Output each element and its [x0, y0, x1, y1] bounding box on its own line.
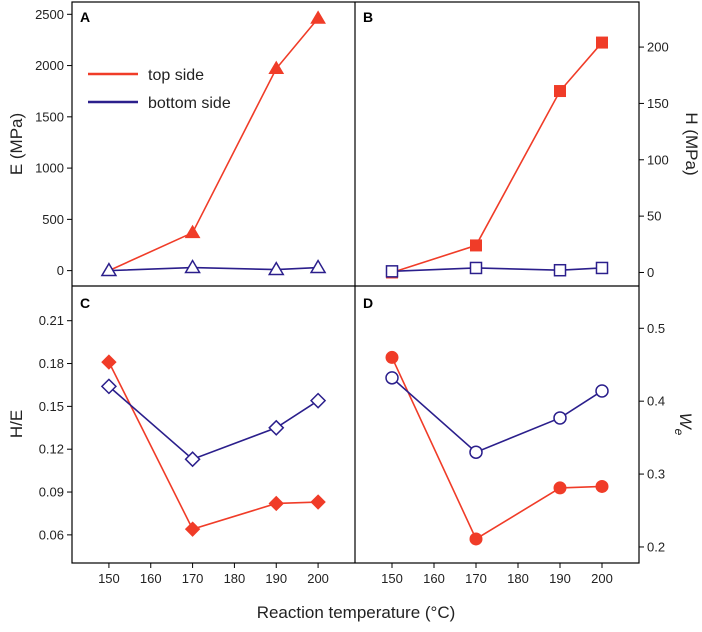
ytick-label-a: 1000	[35, 161, 64, 176]
ytick-label-a: 2500	[35, 7, 64, 22]
marker-bottom-side-b	[385, 265, 399, 278]
series-line-top-side-b	[391, 42, 603, 274]
marker-bottom-side-c	[100, 378, 117, 395]
xtick-label-c: 200	[307, 571, 329, 586]
ytick-label-b: 50	[647, 209, 661, 224]
marker-bottom-side-d	[469, 445, 483, 459]
panel-letter-a: A	[80, 9, 90, 25]
svg-text:We: We	[672, 413, 695, 436]
ylabel-panel-c: H/E	[7, 410, 26, 438]
legend-label-bottom: bottom side	[148, 95, 231, 112]
ytick-label-d: 0.5	[647, 321, 665, 336]
marker-top-side-a	[184, 224, 201, 239]
panel-letter-d: D	[363, 295, 373, 311]
marker-bottom-side-c	[268, 419, 285, 436]
xtick-label-d: 170	[465, 571, 487, 586]
marker-top-side-d	[595, 479, 609, 493]
series-line-bottom-side-d	[391, 377, 603, 454]
marker-top-side-b	[596, 36, 608, 49]
marker-top-side-d	[385, 350, 399, 364]
marker-top-side-c	[310, 494, 326, 510]
ytick-label-a: 1500	[35, 109, 64, 124]
series-line-top-side-c	[108, 361, 319, 531]
ytick-label-c: 0.06	[39, 527, 64, 542]
marker-bottom-side-a	[309, 259, 327, 274]
legend-label-top: top side	[148, 67, 204, 84]
ytick-label-a: 500	[42, 212, 64, 227]
panel-letter-b: B	[363, 9, 373, 25]
marker-bottom-side-d	[553, 411, 567, 425]
marker-top-side-d	[553, 481, 567, 495]
xtick-label-d: 160	[423, 571, 445, 586]
xtick-label-c: 180	[224, 571, 246, 586]
series-line-top-side-d	[391, 357, 603, 541]
ytick-label-d: 0.2	[647, 539, 665, 554]
marker-bottom-side-a	[184, 259, 201, 274]
xtick-label-d: 200	[591, 571, 613, 586]
ytick-label-c: 0.18	[39, 356, 64, 371]
ytick-label-c: 0.12	[39, 442, 64, 457]
ytick-label-a: 2000	[35, 58, 64, 73]
series-line-top-side-a	[108, 17, 319, 272]
shared-xlabel: Reaction temperature (°C)	[257, 603, 456, 622]
marker-top-side-b	[554, 85, 566, 98]
marker-top-side-c	[101, 354, 117, 370]
marker-top-side-d	[469, 532, 483, 546]
xtick-label-c: 170	[182, 571, 204, 586]
marker-bottom-side-d	[595, 384, 609, 398]
ytick-label-c: 0.09	[39, 485, 64, 500]
ytick-label-d: 0.3	[647, 467, 665, 482]
marker-top-side-c	[184, 521, 201, 537]
legend: top side bottom side	[88, 67, 231, 112]
marker-bottom-side-b	[469, 261, 483, 275]
ylabel-panel-b: H (MPa)	[682, 112, 701, 175]
marker-bottom-side-d	[385, 371, 399, 385]
ylabel-panel-d: We	[672, 413, 695, 436]
ytick-label-a: 0	[57, 263, 64, 278]
ytick-label-b: 200	[647, 40, 669, 55]
marker-top-side-c	[268, 495, 284, 512]
ytick-label-d: 0.4	[647, 394, 665, 409]
series-line-bottom-side-b	[391, 267, 603, 273]
panel-letter-c: C	[80, 295, 90, 311]
ytick-label-b: 150	[647, 96, 669, 111]
marker-bottom-side-c	[310, 392, 327, 409]
xtick-label-c: 160	[140, 571, 162, 586]
chart-marks: 0 500 1000 1500 2000 2500 0 50 100 150 200 0.06 0.09…	[35, 7, 669, 586]
marker-bottom-side-c	[184, 451, 201, 468]
xtick-label-d: 180	[507, 571, 529, 586]
series-line-bottom-side-c	[108, 385, 319, 461]
marker-bottom-side-b	[553, 263, 567, 277]
series-line-bottom-side-a	[108, 266, 319, 272]
xtick-label-c: 190	[265, 571, 287, 586]
ytick-label-b: 0	[647, 265, 654, 280]
ytick-label-c: 0.15	[39, 399, 64, 414]
marker-top-side-a	[310, 10, 326, 24]
marker-bottom-side-a	[100, 262, 118, 277]
ylabel-we-main: W	[676, 413, 695, 431]
xtick-label-d: 190	[549, 571, 571, 586]
xtick-label-d: 150	[381, 571, 403, 586]
ytick-label-c: 0.21	[39, 313, 64, 328]
marker-bottom-side-a	[267, 261, 285, 276]
ylabel-panel-a: E (MPa)	[7, 113, 26, 175]
xtick-label-c: 150	[98, 571, 120, 586]
marker-top-side-b	[470, 239, 482, 252]
ytick-label-b: 100	[647, 152, 669, 167]
ylabel-we-sub: e	[672, 429, 686, 436]
marker-bottom-side-b	[595, 261, 609, 275]
marker-top-side-a	[268, 60, 285, 75]
